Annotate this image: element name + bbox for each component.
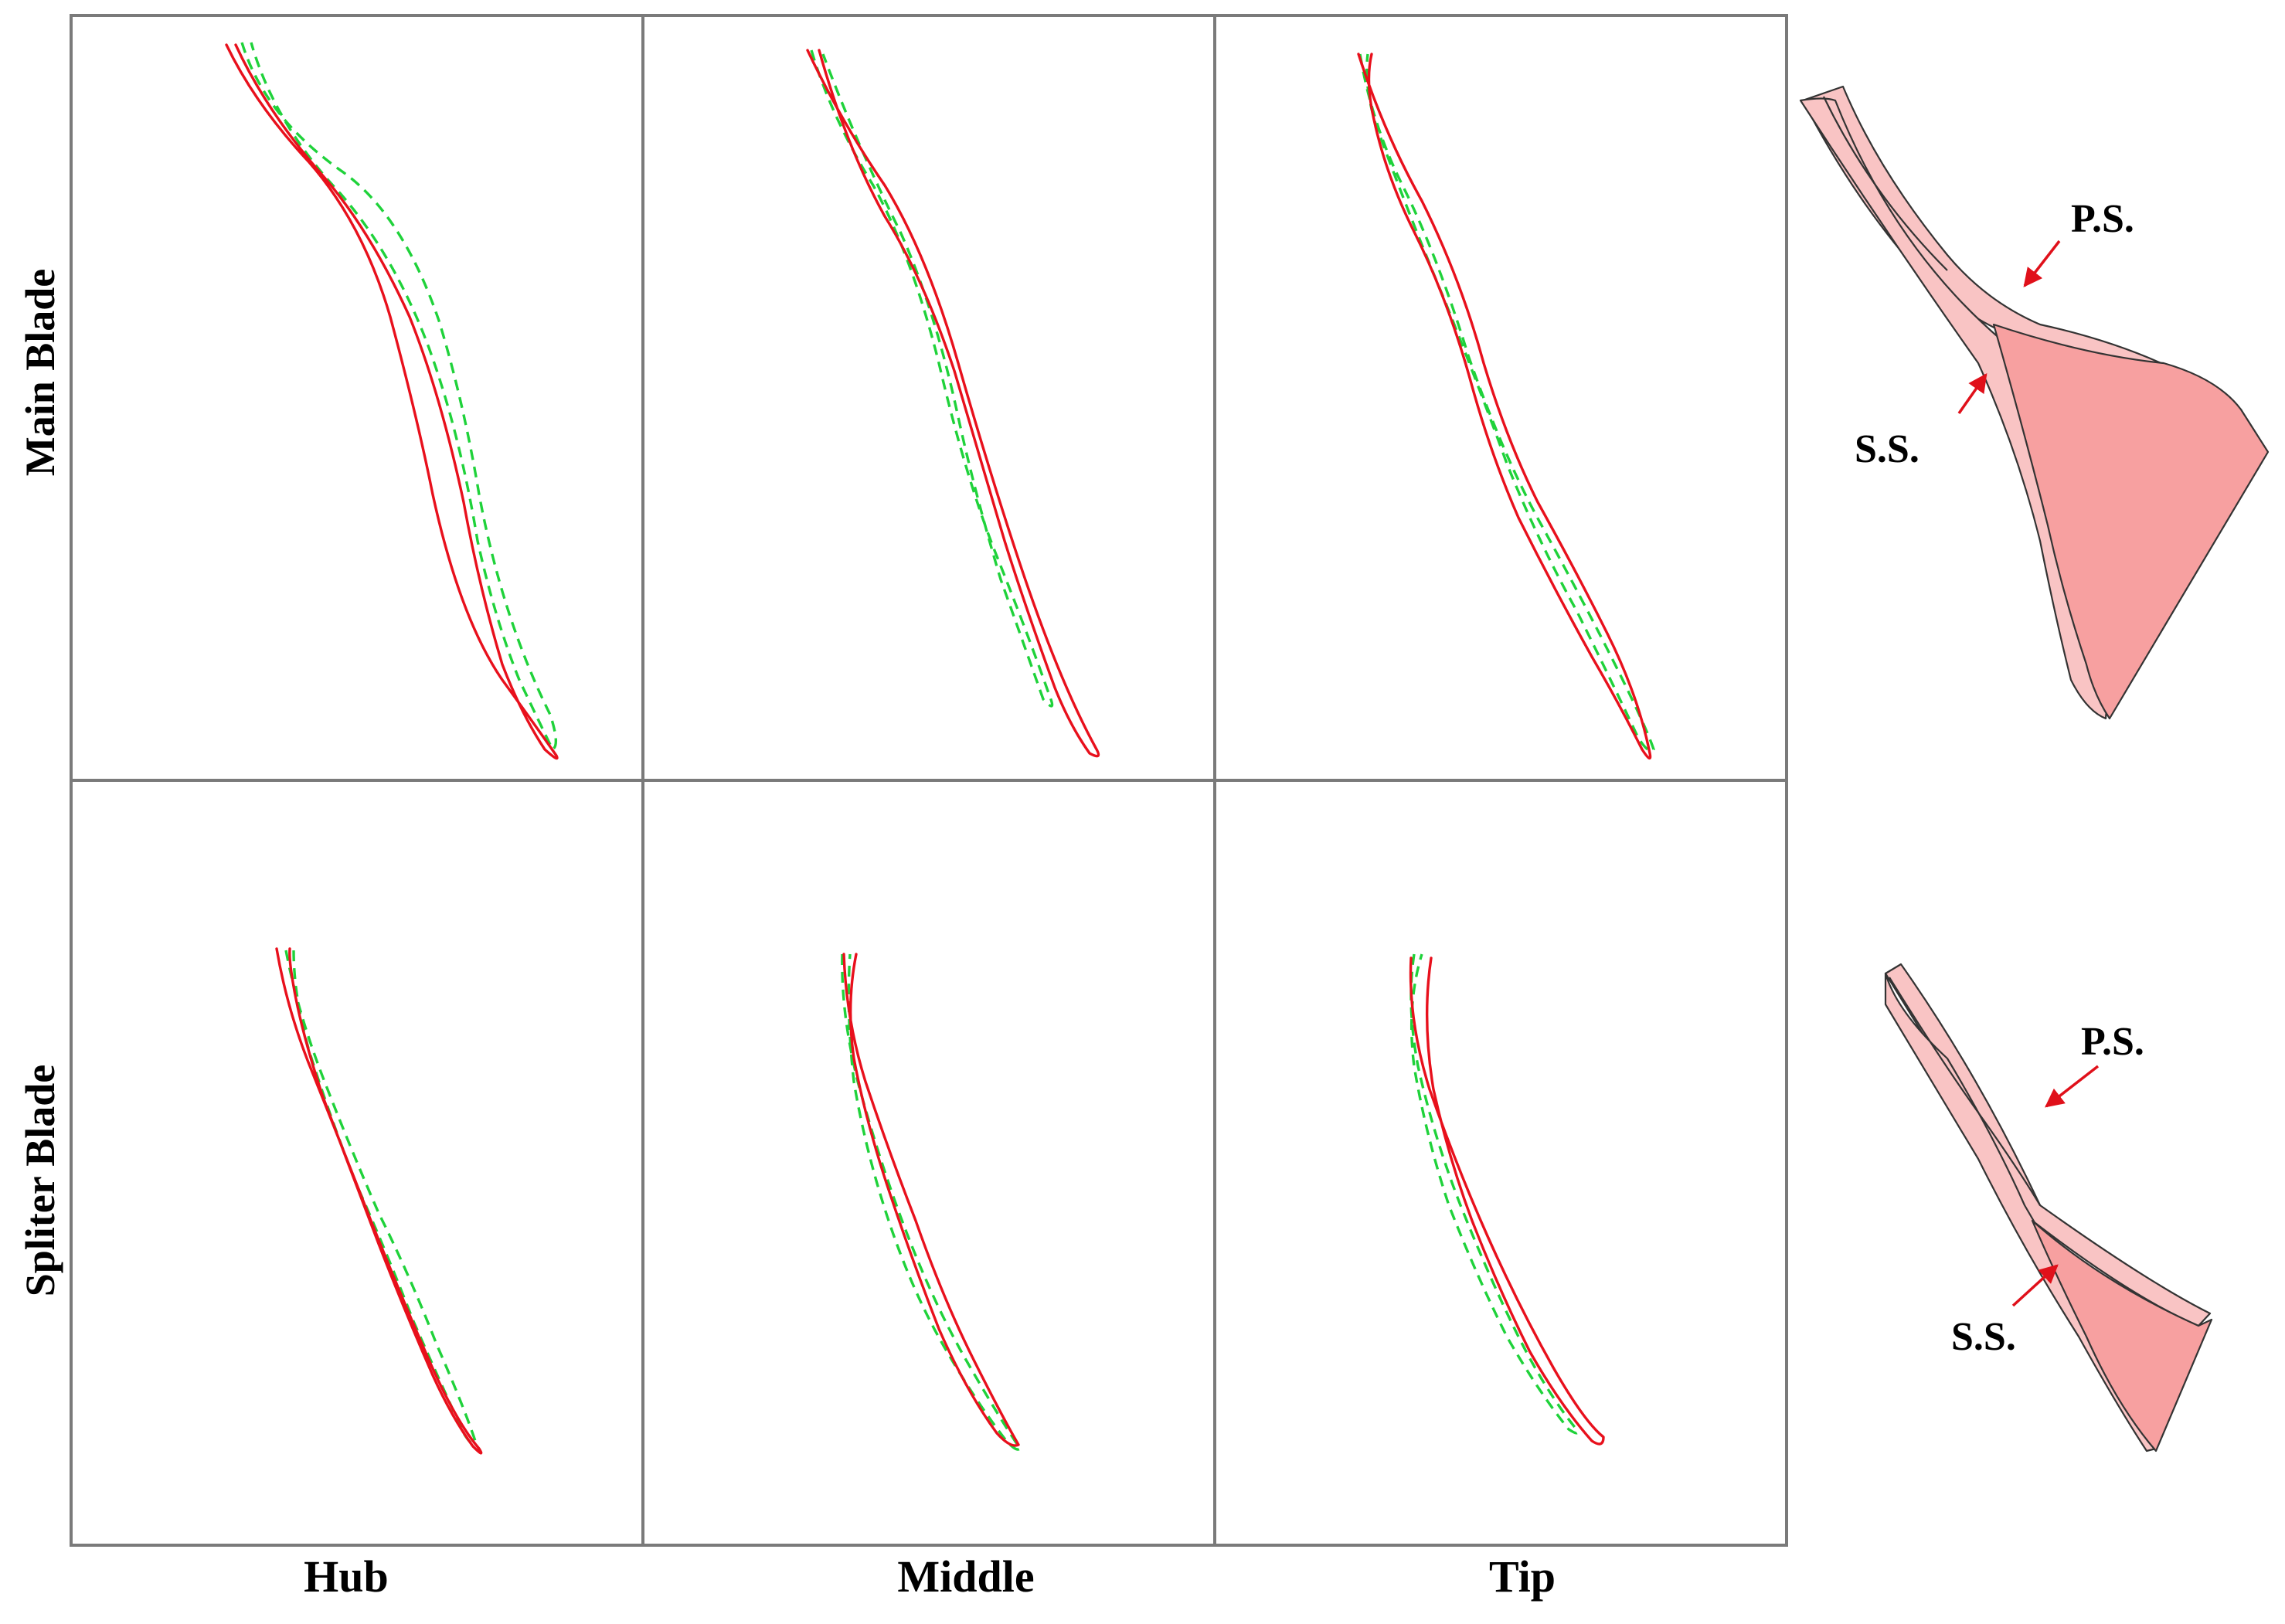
main-tip-profiles	[1357, 53, 1655, 760]
main-blade-annotations: P.S. S.S.	[1855, 197, 2134, 471]
main-middle-red-profile	[806, 49, 1100, 758]
main-tip-red-profile	[1357, 53, 1652, 760]
splitter-ss-arrow	[2011, 1264, 2059, 1307]
main-ss-label: S.S.	[1855, 427, 1919, 471]
main-hub-profiles	[225, 42, 559, 760]
splitter-middle-red-profile	[842, 953, 1020, 1447]
main-blade-suction-face	[1799, 97, 2111, 720]
profile-grid	[70, 14, 1788, 1547]
splitter-middle-profiles	[841, 953, 1022, 1451]
main-ps-label: P.S.	[2071, 197, 2134, 241]
column-label-middle: Middle	[897, 1551, 1034, 1602]
main-middle-profiles	[806, 49, 1100, 758]
splitter-ss-label: S.S.	[1951, 1315, 2016, 1359]
splitter-tip-red-profile	[1409, 956, 1605, 1446]
splitter-hub-profiles	[275, 947, 483, 1455]
row-label-main-blade: Main Blade	[17, 269, 63, 477]
column-label-hub: Hub	[304, 1551, 389, 1602]
cell-splitter-hub	[70, 779, 644, 1547]
splitter-tip-profiles	[1409, 953, 1605, 1446]
row-label-splitter-blade: Spliter Blade	[17, 1065, 63, 1297]
main-blade-main-face	[1992, 323, 2270, 720]
main-ps-arrow	[2023, 240, 2061, 287]
column-label-tip: Tip	[1489, 1551, 1556, 1602]
splitter-ps-arrow	[2045, 1065, 2100, 1108]
cell-main-middle	[641, 14, 1216, 782]
main-hub-green-profile	[240, 42, 557, 752]
cell-main-tip	[1213, 14, 1788, 782]
splitter-middle-green-profile	[841, 953, 1022, 1451]
splitter-tip-green-profile	[1409, 953, 1579, 1435]
cell-splitter-tip	[1213, 779, 1788, 1547]
cell-splitter-middle	[641, 779, 1216, 1547]
splitter-blade-inner-edge	[1889, 977, 2041, 1206]
splitter-blade-3d-view	[1884, 963, 2213, 1452]
main-blade-edge-strip	[1823, 96, 1948, 271]
splitter-blade-annotations: P.S. S.S.	[1951, 1020, 2144, 1359]
main-ss-arrow	[1957, 372, 1987, 415]
main-hub-red-profile	[225, 43, 559, 760]
splitter-ps-label: P.S.	[2081, 1020, 2144, 1064]
main-blade-3d-view	[1799, 85, 2270, 720]
splitter-blade-main-face	[2031, 1219, 2213, 1452]
splitter-hub-red-profile	[275, 947, 483, 1455]
cell-main-hub	[70, 14, 644, 782]
